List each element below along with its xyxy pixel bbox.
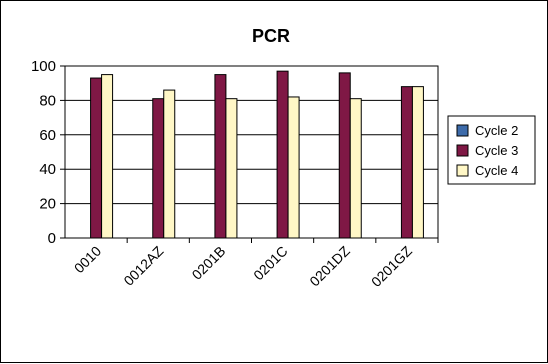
bar-cycle-3 <box>338 72 351 239</box>
x-tick-label: 0201C <box>250 243 290 283</box>
legend-label: Cycle 2 <box>475 123 518 138</box>
bar-cycle-4 <box>225 98 238 239</box>
y-tick-label: 80 <box>39 92 56 109</box>
y-tick-label: 20 <box>39 196 56 213</box>
y-tick-label: 0 <box>48 230 56 247</box>
bar-cycle-3 <box>276 70 289 239</box>
legend-label: Cycle 3 <box>475 143 518 158</box>
bars <box>90 70 424 239</box>
legend-swatch <box>456 144 469 157</box>
bar-cycle-3 <box>152 98 165 239</box>
y-tick-label: 100 <box>31 58 56 75</box>
x-tick-label: 0201B <box>189 243 229 283</box>
bar-cycle-4 <box>411 86 424 239</box>
bar-cycle-3 <box>90 77 103 239</box>
y-tick-label: 60 <box>39 127 56 144</box>
bar-cycle-4 <box>349 98 362 239</box>
x-axis: 0010 0012AZ 0201B 0201C 0201DZ 0201GZ <box>71 238 439 290</box>
bar-cycle-3 <box>400 86 413 239</box>
bar-cycle-4 <box>101 74 114 239</box>
gridlines <box>65 99 438 205</box>
legend-swatch <box>456 124 469 137</box>
x-tick-label: 0201GZ <box>368 242 415 289</box>
y-axis: 0 20 40 60 80 100 <box>31 58 65 247</box>
legend-label: Cycle 4 <box>475 163 518 178</box>
y-tick-label: 40 <box>39 161 56 178</box>
chart-title: PCR <box>252 26 290 46</box>
x-tick-label: 0012AZ <box>120 242 166 288</box>
bar-cycle-4 <box>287 96 300 239</box>
legend: Cycle 2 Cycle 3 Cycle 4 <box>447 115 536 185</box>
x-tick-label: 0201DZ <box>306 242 353 289</box>
bar-cycle-3 <box>214 74 227 239</box>
x-tick-label: 0010 <box>71 243 104 276</box>
legend-swatch <box>456 164 469 177</box>
bar-cycle-4 <box>163 89 176 239</box>
plot-area <box>64 65 439 239</box>
